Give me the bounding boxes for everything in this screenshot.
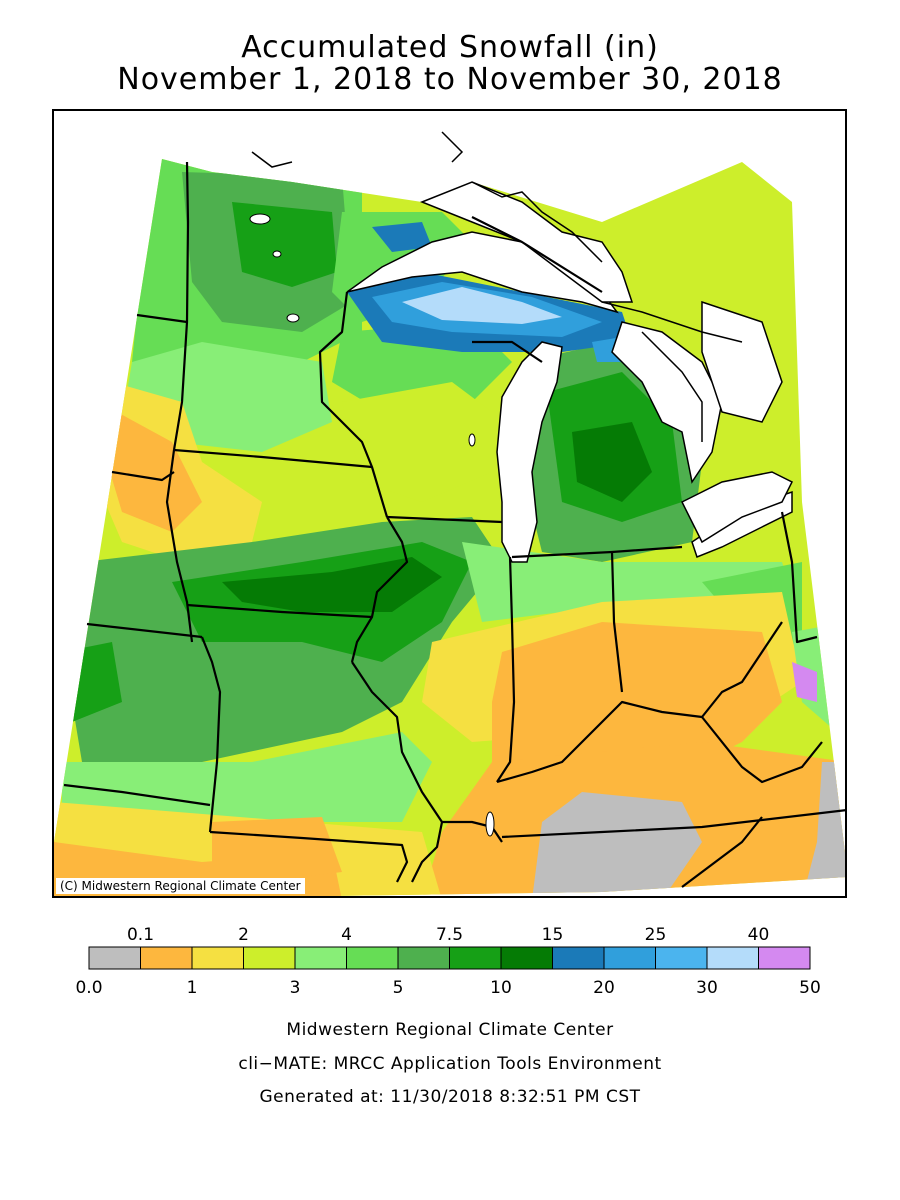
map-title: Accumulated Snowfall (in) [241, 30, 659, 65]
legend-box [552, 946, 605, 970]
legend-box [500, 946, 553, 970]
legend-top-label: 15 [542, 925, 564, 945]
snowfall-fill [54, 159, 845, 896]
legend-box [294, 946, 347, 970]
state-boundaries [63, 161, 845, 888]
snowfall-map: (C) Midwestern Regional Climate Center [52, 109, 847, 898]
legend-box [191, 946, 244, 970]
legend-box [140, 946, 193, 970]
legend-top-label: 25 [645, 925, 667, 945]
legend-bottom-label: 30 [696, 978, 718, 998]
legend-box [449, 946, 502, 970]
great-lakes [346, 231, 793, 563]
legend-bottom-label: 50 [799, 978, 821, 998]
legend-color-boxes [88, 946, 811, 970]
legend-bottom-label: 10 [490, 978, 512, 998]
map-copyright: (C) Midwestern Regional Climate Center [56, 878, 305, 894]
legend-bottom-label: 5 [393, 978, 404, 998]
coastlines [251, 131, 743, 442]
legend-bottom-label: 0.0 [75, 978, 102, 998]
canada-land [419, 181, 794, 544]
legend-bottom-label: 3 [290, 978, 301, 998]
footer-generated-time: Generated at: 11/30/2018 8:32:51 PM CST [259, 1087, 641, 1107]
legend-top-labels: 0.1 2 4 7.5 15 25 40 [127, 925, 769, 945]
legend-box [603, 946, 656, 970]
legend-bottom-label: 20 [593, 978, 615, 998]
legend-bottom-label: 1 [187, 978, 198, 998]
legend-box [88, 946, 141, 970]
footer-tool-name: cli−MATE: MRCC Application Tools Environ… [238, 1054, 662, 1074]
legend-top-label: 7.5 [436, 925, 463, 945]
map-date-range: November 1, 2018 to November 30, 2018 [117, 62, 783, 97]
legend-top-label: 40 [748, 925, 770, 945]
legend-box [346, 946, 399, 970]
footer-organization: Midwestern Regional Climate Center [286, 1020, 614, 1040]
legend-box [758, 946, 811, 970]
color-legend: 0.1 2 4 7.5 15 25 40 0.0 1 3 5 10 20 30 50 [75, 925, 820, 998]
legend-top-label: 2 [238, 925, 249, 945]
legend-box [655, 946, 708, 970]
small-lakes [249, 213, 495, 837]
legend-box [243, 946, 296, 970]
legend-top-label: 0.1 [127, 925, 154, 945]
legend-box [706, 946, 759, 970]
legend-box [397, 946, 450, 970]
legend-top-label: 4 [341, 925, 352, 945]
legend-bottom-labels: 0.0 1 3 5 10 20 30 50 [75, 978, 820, 998]
